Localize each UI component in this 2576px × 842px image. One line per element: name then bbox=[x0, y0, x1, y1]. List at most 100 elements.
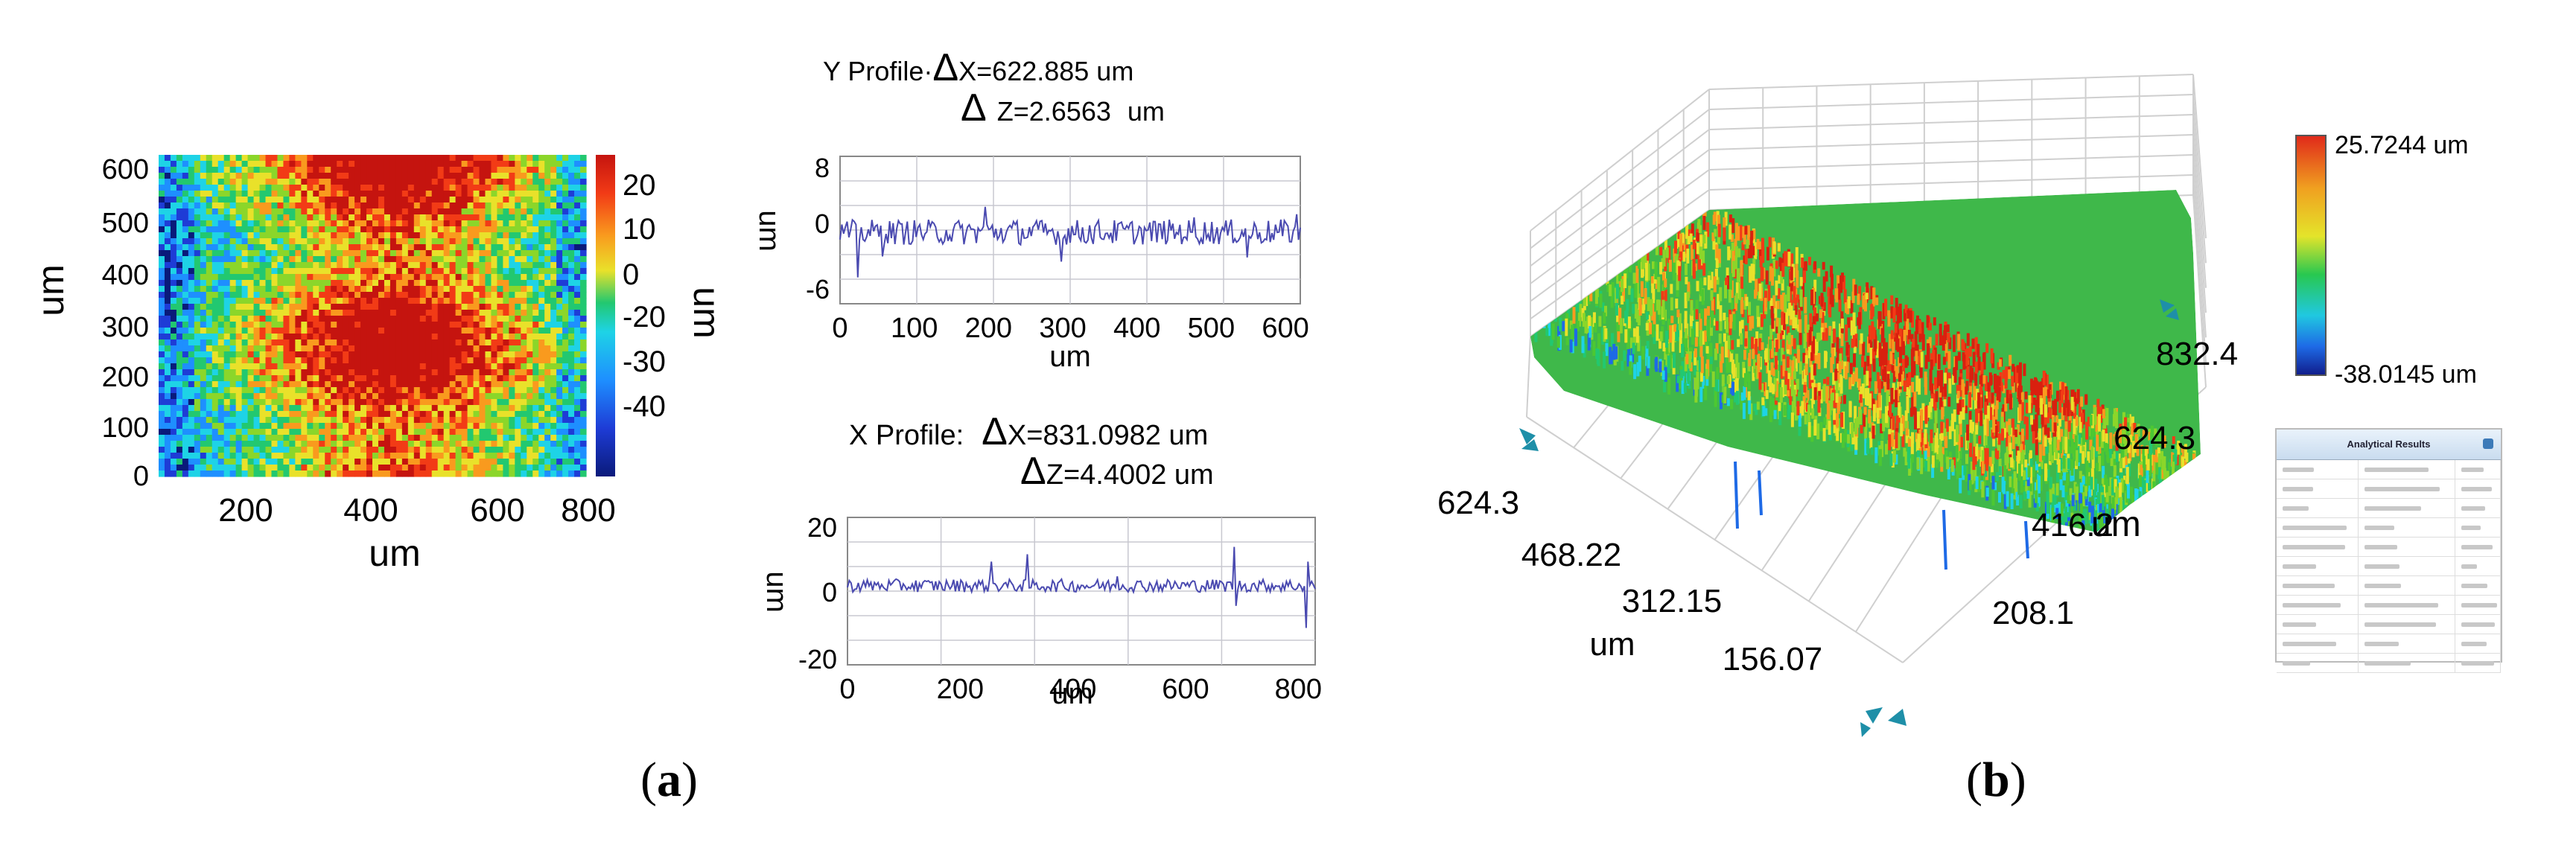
heatmap-cell bbox=[200, 399, 207, 406]
heatmap-cell bbox=[425, 197, 433, 203]
heatmap-cell bbox=[431, 280, 439, 287]
heatmap-cell bbox=[401, 387, 409, 394]
heatmap-cell bbox=[307, 250, 314, 257]
heatmap-cell bbox=[343, 334, 349, 340]
heatmap-cell bbox=[437, 429, 445, 436]
surface-spike bbox=[1689, 323, 1693, 337]
surface-spike bbox=[1635, 282, 1639, 294]
heatmap-cell bbox=[229, 405, 237, 412]
heatmap-cell bbox=[229, 453, 237, 459]
heatmap-cell bbox=[378, 167, 385, 173]
surface-spike bbox=[2108, 485, 2111, 496]
heatmap-cell bbox=[194, 304, 201, 310]
heatmap-cell bbox=[307, 316, 314, 322]
heatmap-cell bbox=[235, 465, 243, 471]
heatmap-cell bbox=[532, 274, 539, 281]
heatmap-cell bbox=[223, 363, 231, 370]
heatmap-cell bbox=[580, 363, 587, 370]
heatmap-cell bbox=[556, 268, 563, 275]
heatmap-colorbar bbox=[596, 155, 615, 476]
heatmap-cell bbox=[319, 411, 325, 418]
heatmap-cell bbox=[212, 179, 219, 185]
heatmap-cell bbox=[389, 322, 397, 328]
heatmap-cell bbox=[503, 369, 509, 376]
heatmap-cell bbox=[389, 417, 397, 424]
y-profile-x-tick: 400 bbox=[1113, 313, 1160, 344]
surface-spike bbox=[1664, 289, 1667, 302]
surface-spike bbox=[1682, 366, 1686, 379]
heatmap-cell bbox=[313, 363, 319, 370]
heatmap-cell bbox=[289, 179, 296, 185]
heatmap-cell bbox=[277, 459, 284, 465]
heatmap-cell bbox=[307, 232, 314, 239]
heatmap-cell bbox=[527, 387, 533, 394]
heatmap-cell bbox=[354, 214, 361, 221]
heatmap-cell bbox=[259, 310, 267, 316]
heatmap-cell bbox=[413, 161, 421, 168]
heatmap-cell bbox=[223, 191, 231, 197]
heatmap-cell bbox=[319, 280, 325, 287]
heatmap-cell bbox=[521, 471, 527, 477]
surface-spike bbox=[1723, 313, 1726, 321]
heatmap-cell bbox=[241, 345, 249, 352]
heatmap-cell bbox=[271, 226, 279, 233]
heatmap-cell bbox=[467, 423, 474, 430]
heatmap-cell bbox=[265, 405, 273, 412]
heatmap-cell bbox=[437, 274, 445, 281]
heatmap-cell bbox=[443, 459, 451, 465]
heatmap-cell bbox=[497, 411, 503, 418]
surface-spike bbox=[1969, 381, 1973, 395]
heatmap-cell bbox=[354, 250, 361, 257]
heatmap-cell bbox=[461, 256, 468, 263]
heatmap-cell bbox=[443, 262, 451, 269]
heatmap-cell bbox=[247, 345, 255, 352]
heatmap-cell bbox=[437, 256, 445, 263]
heatmap-cell bbox=[360, 471, 367, 477]
heatmap-cell bbox=[473, 387, 480, 394]
heatmap-cell bbox=[461, 447, 468, 453]
heatmap-cell bbox=[544, 328, 551, 334]
heatmap-cell bbox=[295, 375, 302, 382]
heatmap-cell bbox=[188, 226, 195, 233]
heatmap-cell bbox=[301, 334, 308, 340]
heatmap-cell bbox=[337, 429, 343, 436]
heatmap-cell bbox=[277, 208, 284, 215]
heatmap-cell bbox=[372, 250, 379, 257]
heatmap-cell bbox=[176, 417, 183, 424]
heatmap-cell bbox=[194, 173, 201, 179]
heatmap-cell bbox=[259, 202, 267, 209]
heatmap-cell bbox=[503, 298, 509, 304]
surface-spike bbox=[1734, 255, 1737, 269]
heatmap-cell bbox=[580, 197, 587, 203]
surface-spike bbox=[2069, 423, 2073, 441]
surface-spike bbox=[1825, 271, 1828, 282]
heatmap-cell bbox=[235, 250, 243, 257]
heatmap-cell bbox=[467, 399, 474, 406]
heatmap-x-label: um bbox=[369, 532, 420, 574]
heatmap-cell bbox=[217, 435, 225, 441]
heatmap-cell bbox=[366, 185, 373, 191]
heatmap-cell bbox=[206, 197, 213, 203]
heatmap-cell bbox=[556, 155, 563, 162]
heatmap-cell bbox=[413, 369, 421, 376]
heatmap-cell bbox=[200, 155, 207, 162]
heatmap-cell bbox=[538, 334, 545, 340]
heatmap-cell bbox=[568, 179, 575, 185]
heatmap-cell bbox=[159, 244, 165, 251]
heatmap-cell bbox=[556, 173, 563, 179]
heatmap-cell bbox=[206, 280, 213, 287]
heatmap-cell bbox=[289, 357, 296, 364]
heatmap-cell bbox=[384, 369, 391, 376]
heatmap-cell bbox=[235, 292, 243, 299]
heatmap-cell bbox=[521, 322, 527, 328]
heatmap-cell bbox=[283, 220, 290, 227]
heatmap-cell bbox=[527, 161, 533, 168]
heatmap-cell bbox=[443, 405, 451, 412]
surface-spike bbox=[1935, 334, 1939, 346]
heatmap-cell bbox=[313, 345, 319, 352]
heatmap-cell bbox=[485, 351, 492, 358]
heatmap-cell bbox=[497, 316, 503, 322]
heatmap-cell bbox=[485, 334, 492, 340]
heatmap-cell bbox=[521, 393, 527, 400]
heatmap-cell bbox=[473, 339, 480, 346]
